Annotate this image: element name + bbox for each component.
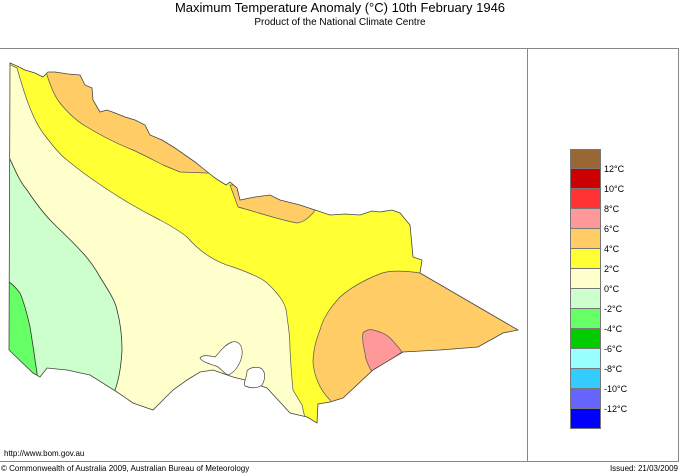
legend-swatch	[570, 169, 601, 189]
legend-swatch	[570, 389, 601, 409]
legend-swatch	[570, 149, 601, 169]
legend-swatch	[570, 229, 601, 249]
legend-label: 10°C	[604, 184, 625, 194]
legend-label: 12°C	[604, 164, 625, 174]
legend-swatch	[570, 409, 601, 429]
victoria-map	[8, 62, 519, 424]
legend-swatch	[570, 189, 601, 209]
western-port	[244, 366, 265, 389]
legend-label: -12°C	[604, 404, 628, 414]
legend-label: 6°C	[604, 224, 620, 234]
frame-divider	[527, 48, 528, 462]
map-title: Maximum Temperature Anomaly (°C) 10th Fe…	[174, 0, 506, 15]
issued-date: Issued: 21/03/2009	[609, 464, 678, 473]
legend-label: -6°C	[604, 344, 623, 354]
legend-label: -4°C	[604, 324, 623, 334]
legend-swatch	[570, 329, 601, 349]
legend-label: -10°C	[604, 384, 628, 394]
copyright-notice: © Commonwealth of Australia 2009, Austra…	[1, 464, 250, 473]
legend-label: -8°C	[604, 364, 623, 374]
legend-label: 8°C	[604, 204, 620, 214]
legend-swatch	[570, 349, 601, 369]
website-link[interactable]: http://www.bom.gov.au	[4, 449, 85, 458]
legend-swatch	[570, 269, 601, 289]
legend-label: 2°C	[604, 264, 620, 274]
color-legend: 12°C 10°C 8°C 6°C 4°C 2°C 0°C -2°C -4°C …	[570, 149, 627, 429]
legend-swatch	[570, 369, 601, 389]
legend-swatch	[570, 249, 601, 269]
legend-label: 4°C	[604, 244, 620, 254]
zone-6-to-8	[362, 329, 403, 373]
legend-swatch	[570, 289, 601, 309]
port-phillip-bay	[199, 341, 243, 376]
map-frame	[0, 48, 679, 462]
legend-swatch	[570, 209, 601, 229]
legend-label: -2°C	[604, 304, 623, 314]
map-subtitle: Product of the National Climate Centre	[254, 17, 426, 28]
legend-label: 0°C	[604, 284, 620, 294]
legend-swatch	[570, 309, 601, 329]
